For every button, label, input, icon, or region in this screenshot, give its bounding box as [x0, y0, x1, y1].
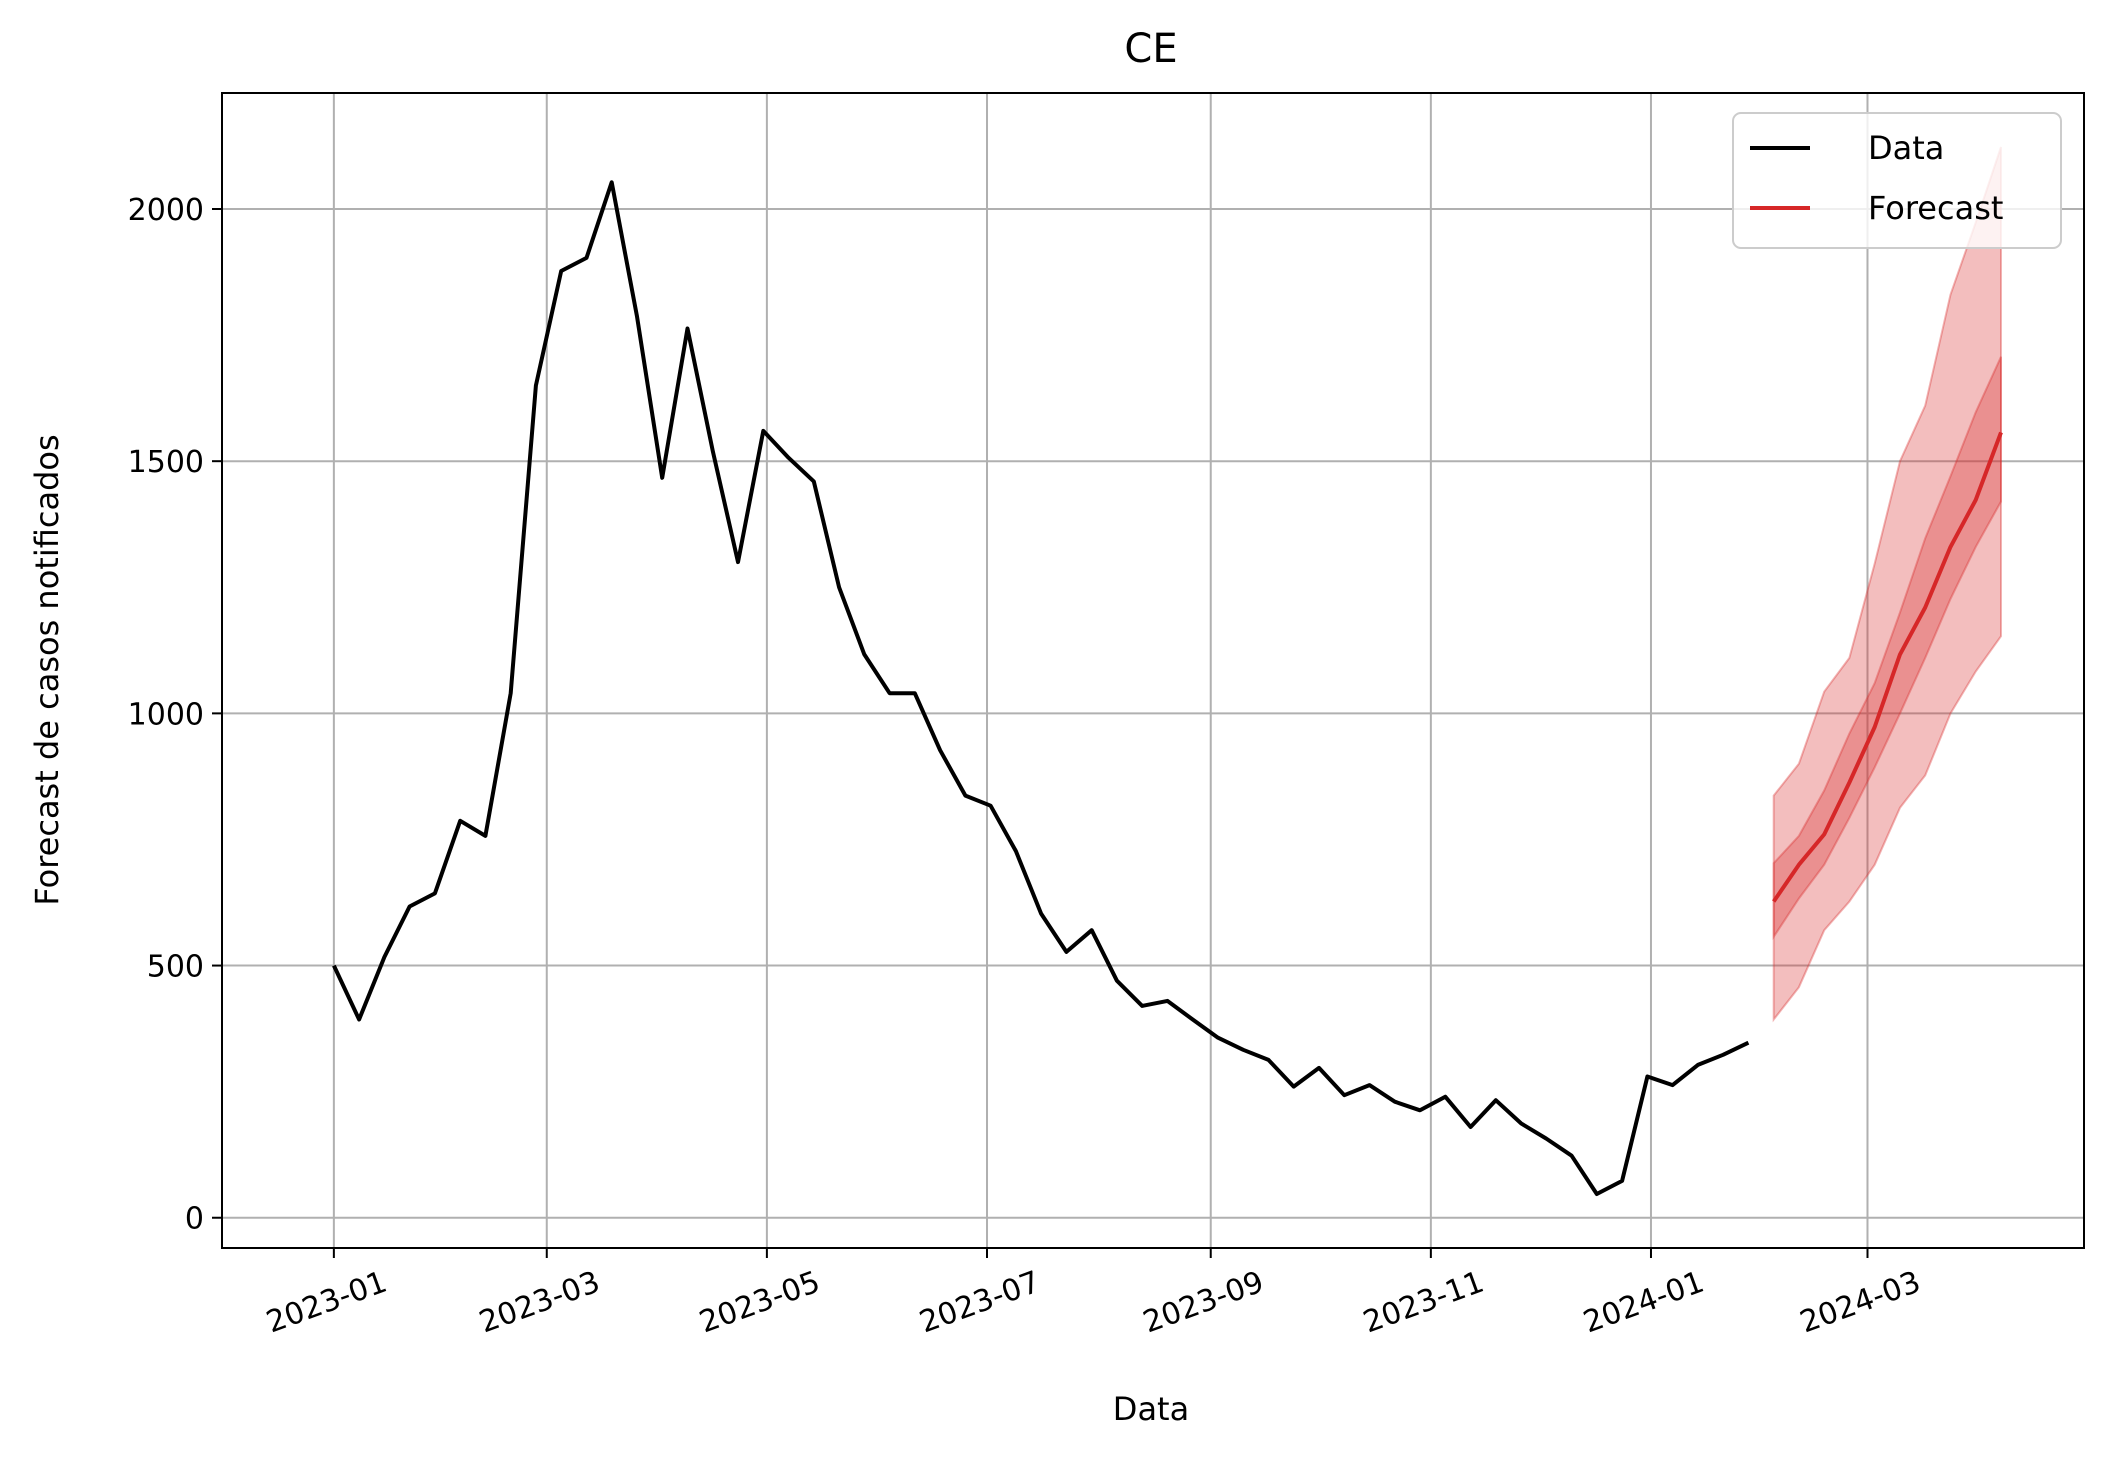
x-axis-label: Data [1113, 1390, 1189, 1428]
y-tick-label: 1500 [128, 445, 204, 480]
y-axis-label: Forecast de casos notificados [28, 434, 66, 905]
forecast-inner-band [1772, 356, 2002, 941]
series-line-data [332, 180, 1750, 1196]
legend-label-data: Data [1868, 129, 1944, 167]
y-tick-label: 1000 [128, 697, 204, 732]
legend-frame [1732, 112, 2062, 249]
y-tick-label: 0 [185, 1202, 204, 1237]
forecast-bands [1772, 146, 2002, 1023]
chart-title: CE [1124, 26, 1177, 72]
legend: Data Forecast [1732, 112, 2062, 249]
y-tick-label: 500 [147, 950, 204, 985]
series-line-forecast [1772, 431, 2003, 903]
legend-label-forecast: Forecast [1868, 189, 2003, 227]
series-lines [332, 180, 2003, 1196]
plot-area-frame [221, 92, 2085, 1249]
grid [222, 93, 2084, 1248]
forecast-outer-band [1772, 146, 2002, 1023]
y-tick-label: 2000 [128, 193, 204, 228]
